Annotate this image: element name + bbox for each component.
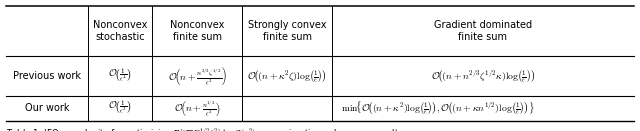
Text: $\mathcal{O}\!\left((n + n^{2/3}\zeta^{1/2}\kappa)\log\!\left(\frac{1}{\epsilon}: $\mathcal{O}\!\left((n + n^{2/3}\zeta^{1… (431, 68, 535, 84)
Text: Previous work: Previous work (13, 71, 81, 81)
Text: Gradient dominated
finite sum: Gradient dominated finite sum (434, 20, 532, 42)
Text: $\mathcal{O}\!\left(n + \frac{n^{1/2}}{\epsilon^2}\right)$: $\mathcal{O}\!\left(n + \frac{n^{1/2}}{\… (173, 99, 220, 118)
Text: Our work: Our work (25, 103, 69, 113)
Text: $\min\!\{\mathcal{O}\!\left((n + \kappa^2)\log\!\left(\frac{1}{\epsilon}\right)\: $\min\!\{\mathcal{O}\!\left((n + \kappa^… (341, 100, 535, 117)
Text: $\mathcal{O}\!\left(n + \frac{n^{2/3}\zeta^{1/2}}{\epsilon^2}\right)$: $\mathcal{O}\!\left(n + \frac{n^{2/3}\ze… (168, 65, 227, 87)
Text: Strongly convex
finite sum: Strongly convex finite sum (248, 20, 326, 42)
Text: Nonconvex
stochastic: Nonconvex stochastic (93, 20, 147, 42)
Text: Nonconvex
finite sum: Nonconvex finite sum (170, 20, 224, 42)
Text: $\mathcal{O}\!\left((n + \kappa^2\zeta)\log\!\left(\frac{1}{\epsilon}\right)\rig: $\mathcal{O}\!\left((n + \kappa^2\zeta)\… (247, 68, 327, 84)
Text: $\mathcal{O}\!\left(\frac{1}{\epsilon^4}\right)$: $\mathcal{O}\!\left(\frac{1}{\epsilon^4}… (108, 67, 132, 85)
Text: Table 1: IFO complexity for optimizing $\mathbf{E}[\|\nabla F^{1/2}\|^2]$ to $\m: Table 1: IFO complexity for optimizing $… (6, 126, 431, 131)
Text: $\mathcal{O}\!\left(\frac{1}{\epsilon^3}\right)$: $\mathcal{O}\!\left(\frac{1}{\epsilon^3}… (108, 99, 132, 117)
